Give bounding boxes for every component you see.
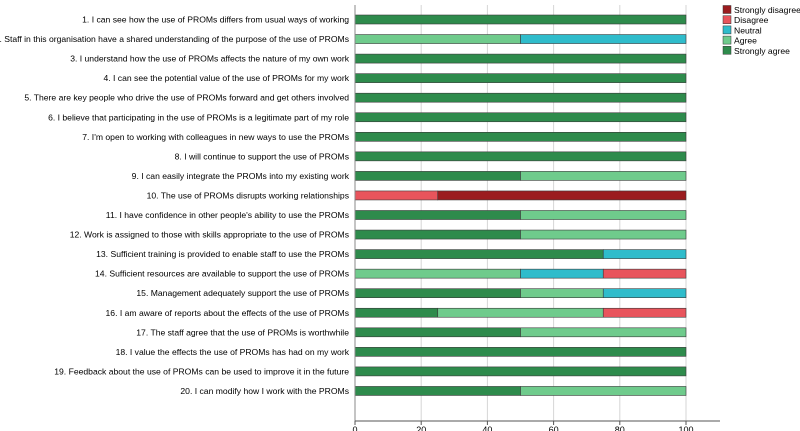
bar-segment [354, 92, 687, 103]
category-label: 5. There are key people who drive the us… [24, 93, 349, 103]
bar-segment [437, 190, 687, 201]
legend-swatch [722, 25, 732, 35]
bar-segment [520, 327, 687, 338]
x-tick-label: 60 [549, 425, 559, 431]
category-label: 20. I can modify how I work with the PRO… [180, 386, 349, 396]
bar-segment [354, 73, 687, 83]
bar-segment [354, 386, 521, 396]
legend-swatch [722, 15, 732, 24]
bars [354, 14, 687, 396]
category-label: 3. I understand how the use of PROMs aff… [70, 54, 350, 64]
category-label: 11. I have confidence in other people's … [106, 210, 349, 220]
bar-segment [354, 34, 521, 44]
legend: Strongly disagreeDisagreeNeutralAgreeStr… [722, 5, 800, 56]
bar-segment [354, 151, 687, 162]
legend-swatch [722, 35, 732, 45]
legend-label: Strongly agree [734, 46, 790, 56]
bar-segment [520, 171, 687, 181]
category-label: 7. I'm open to working with colleagues i… [82, 132, 349, 142]
bar-segment [354, 53, 687, 64]
bar-segment [354, 14, 687, 25]
category-label: 15. Management adequately support the us… [136, 288, 349, 298]
legend-label: Strongly disagree [734, 5, 800, 15]
bar-segment [520, 268, 604, 279]
legend-swatch [722, 5, 732, 14]
legend-label: Agree [734, 36, 757, 46]
legend-label: Disagree [734, 15, 769, 25]
category-label: 19. Feedback about the use of PROMs can … [54, 366, 349, 376]
bar-segment [354, 190, 439, 201]
category-label: 2. Staff in this organisation have a sha… [0, 34, 349, 44]
category-label: 12. Work is assigned to those with skill… [70, 230, 349, 240]
legend-label: Neutral [734, 25, 762, 35]
bar-segment [354, 307, 439, 318]
bar-segment [602, 249, 687, 259]
bar-segment [602, 307, 687, 318]
category-label: 18. I value the effects the use of PROMs… [116, 347, 350, 357]
bar-segment [520, 288, 604, 299]
x-tick-label: 20 [416, 425, 426, 431]
bar-segment [520, 210, 687, 220]
category-label: 14. Sufficient resources are available t… [95, 269, 349, 279]
category-labels: 1. I can see how the use of PROMs differ… [0, 15, 350, 396]
bar-segment [354, 171, 521, 181]
x-tick-label: 0 [352, 425, 357, 431]
bar-segment [354, 210, 521, 220]
bar-segment [520, 34, 687, 44]
bar-segment [354, 288, 521, 299]
bar-segment [602, 288, 687, 299]
bar-segment [354, 366, 687, 377]
x-tick-label: 40 [482, 425, 492, 431]
x-tick-label: 100 [678, 425, 693, 431]
bar-segment [354, 347, 687, 357]
category-label: 4. I can see the potential value of the … [103, 73, 349, 83]
bar-segment [354, 268, 521, 279]
category-label: 13. Sufficient training is provided to e… [96, 249, 349, 259]
bar-segment [520, 229, 687, 240]
bar-segment [437, 307, 604, 318]
category-label: 16. I am aware of reports about the effe… [106, 308, 349, 318]
bar-segment [354, 132, 687, 142]
legend-swatch [722, 46, 732, 55]
category-label: 9. I can easily integrate the PROMs into… [132, 171, 350, 181]
category-label: 1. I can see how the use of PROMs differ… [82, 15, 349, 25]
category-label: 17. The staff agree that the use of PROM… [136, 327, 349, 337]
bar-segment [354, 327, 521, 338]
bar-segment [354, 112, 687, 123]
category-label: 8. I will continue to support the use of… [175, 151, 349, 161]
x-tick-label: 80 [615, 425, 625, 431]
bar-segment [354, 229, 521, 240]
bar-segment [354, 249, 604, 259]
bar-segment [520, 386, 687, 396]
category-label: 10. The use of PROMs disrupts working re… [147, 190, 349, 200]
x-axis: 0 20 40 60 80 100 [352, 5, 720, 431]
bar-segment [602, 268, 687, 279]
category-label: 6. I believe that participating in the u… [48, 112, 349, 122]
